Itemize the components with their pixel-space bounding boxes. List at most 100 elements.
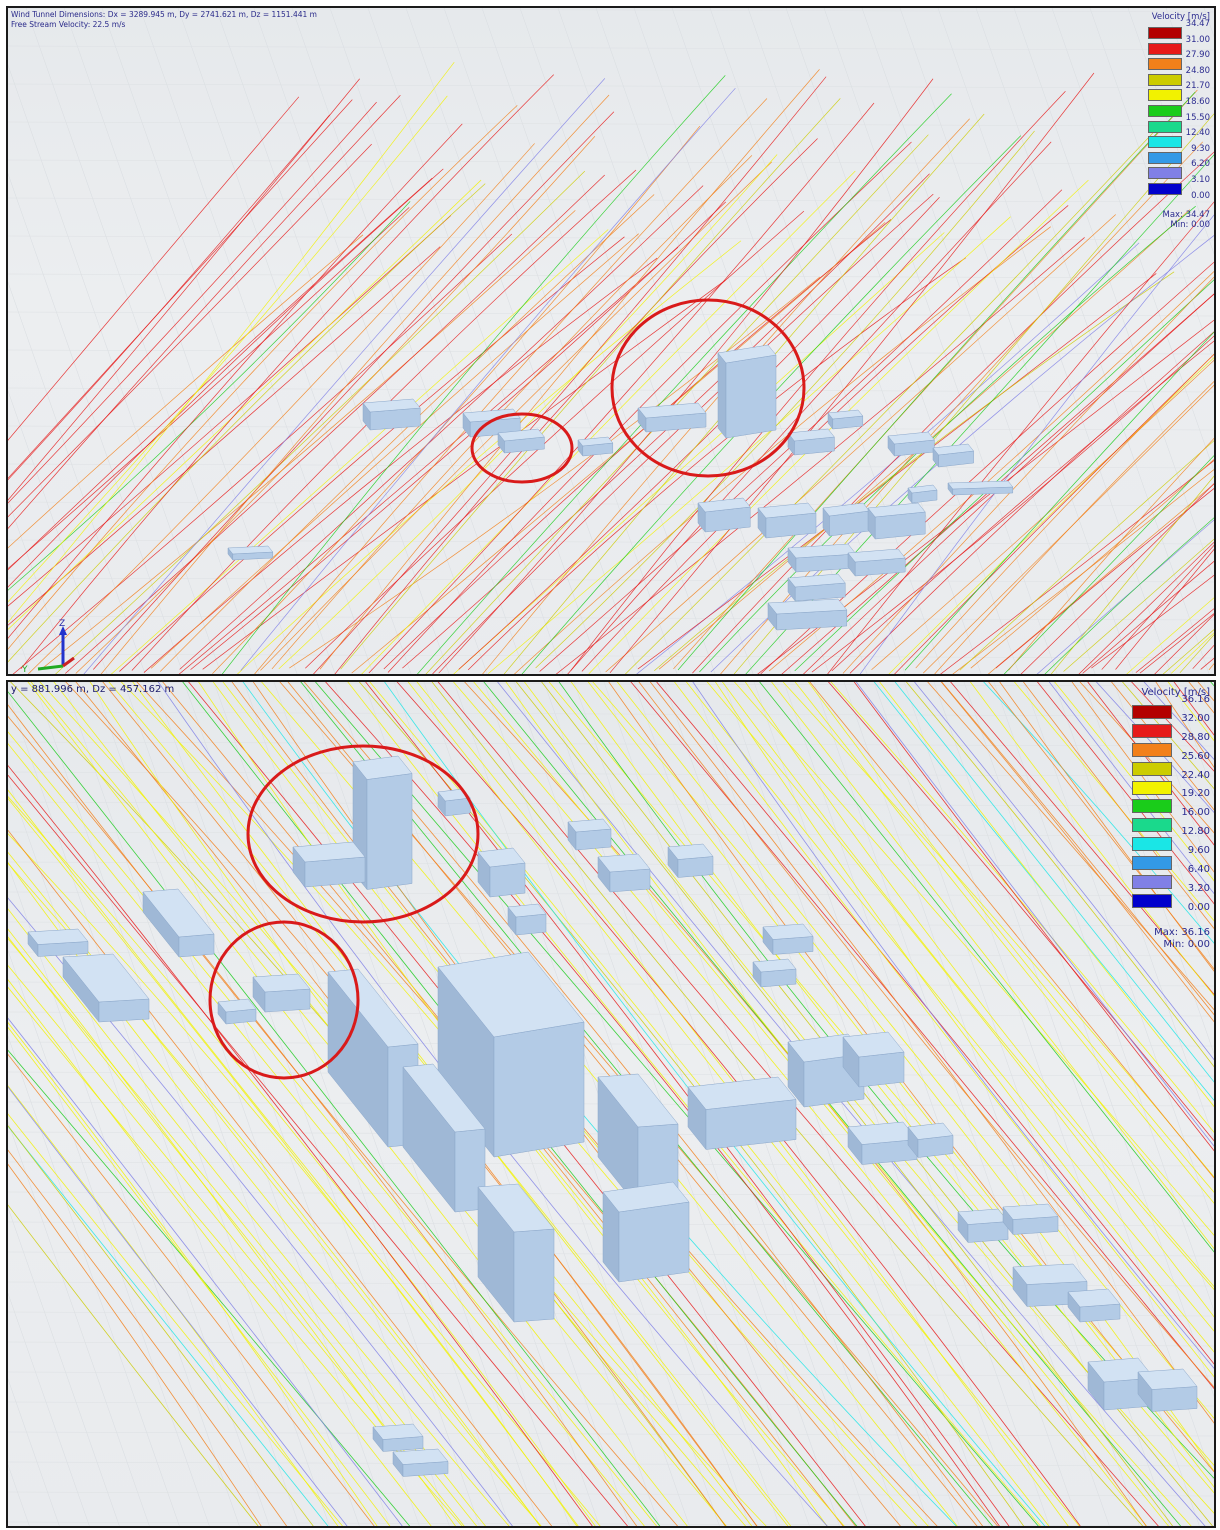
top-streamline-viewport[interactable]: Z Y	[8, 8, 1214, 674]
grid-line	[1089, 8, 1214, 364]
streamline	[914, 682, 1214, 1061]
grid-line	[8, 281, 146, 674]
streamline	[387, 141, 912, 673]
legend-color-swatch	[1132, 856, 1172, 871]
y-axis-arrow	[37, 664, 64, 671]
streamline	[1087, 682, 1214, 846]
streamline	[853, 682, 1214, 1152]
streamline	[969, 682, 1214, 997]
building-roof	[867, 502, 926, 518]
grid-line	[8, 1121, 150, 1526]
streamline	[570, 91, 1066, 671]
grid-line	[329, 8, 564, 674]
building-roof	[362, 398, 421, 413]
legend-color-swatch	[1148, 182, 1182, 195]
grid-line	[8, 653, 1214, 659]
building-roof	[907, 484, 938, 494]
streamline	[970, 459, 1214, 669]
grid-line	[8, 1292, 90, 1526]
streamline	[842, 276, 1214, 674]
streamline	[605, 214, 1116, 673]
legend-color-swatch	[1148, 120, 1182, 133]
legend-row: 28.80	[1130, 732, 1210, 757]
grid-line	[8, 1341, 1214, 1347]
building-roof	[947, 480, 1014, 490]
legend-min-label: Min:	[1170, 220, 1189, 231]
streamline	[8, 829, 553, 1526]
streamline	[905, 682, 1214, 1068]
streamline	[692, 682, 1214, 1369]
grid-line	[8, 801, 1214, 807]
streamline	[8, 861, 542, 1526]
highlight-circle-large	[246, 744, 480, 924]
grid-line	[8, 921, 1214, 927]
legend-row: 27.90	[1146, 50, 1210, 71]
grid-line	[8, 607, 32, 674]
building-roof	[497, 428, 545, 442]
streamline	[803, 293, 1214, 674]
bottom-streamline-viewport[interactable]	[8, 682, 1214, 1526]
grid-line	[153, 682, 450, 1526]
streamline	[150, 233, 639, 669]
legend-row: 12.80	[1130, 827, 1210, 852]
building-roof	[327, 968, 419, 1048]
top-3d-viewport-panel[interactable]: Z Y Wind Tunnel Dimensions: Dx = 3289.94…	[6, 6, 1216, 676]
highlight-circle-small	[470, 412, 574, 484]
streamline	[1050, 475, 1214, 674]
legend-row: 9.30	[1146, 144, 1210, 164]
grid-line	[8, 692, 300, 1526]
grid-line	[813, 682, 1110, 1526]
grid-line	[405, 8, 640, 674]
streamline	[1079, 682, 1214, 834]
grid-line	[8, 64, 222, 674]
streamline	[8, 246, 441, 626]
streamline	[8, 1053, 375, 1526]
streamline	[221, 75, 726, 674]
domain-dimensions-text: y = 881.996 m, Dz = 457.162 m	[11, 684, 175, 695]
bottom-3d-viewport-panel[interactable]: y = 881.996 m, Dz = 457.162 m Velocity […	[6, 680, 1216, 1528]
streamline	[794, 279, 1214, 672]
legend-row: 21.70	[1146, 81, 1210, 102]
streamline	[438, 78, 934, 674]
legend-tick-label: 3.20	[1187, 882, 1210, 894]
streamline	[879, 682, 1214, 1108]
building-front-face	[858, 1051, 905, 1088]
streamline	[8, 61, 455, 623]
streamline	[706, 682, 1214, 1318]
streamline	[983, 682, 1214, 944]
building-roof	[687, 1076, 797, 1110]
streamline	[830, 682, 1214, 1133]
legend-min-value: 0.00	[1191, 220, 1210, 231]
streamline	[8, 95, 448, 603]
grid-line	[8, 1035, 180, 1526]
streamline	[759, 682, 1214, 1253]
streamline	[202, 280, 726, 670]
streamline	[8, 183, 486, 663]
grid-line	[843, 682, 1140, 1526]
streamline	[8, 1163, 262, 1526]
streamline	[859, 214, 1214, 674]
building-front-face	[366, 773, 413, 890]
grid-line	[63, 682, 360, 1526]
legend-color-swatch	[1148, 73, 1182, 86]
legend-tick-label: 27.90	[1185, 50, 1210, 61]
streamline	[904, 331, 1214, 671]
building-roof	[372, 1423, 424, 1440]
grid-line	[8, 577, 1214, 583]
legend-scale: 36.16 32.00 28.80 25.60 22.40 19.20 16.00 12.80…	[1130, 695, 1210, 927]
streamline	[27, 143, 535, 674]
y-axis-label: Y	[21, 665, 28, 674]
streamline	[8, 938, 486, 1526]
grid-line	[8, 1041, 1214, 1047]
streamline	[8, 94, 401, 529]
building-roof	[227, 545, 274, 555]
legend-min-value: 0.00	[1187, 938, 1210, 950]
grid-line	[8, 121, 1214, 127]
legend-tick-label: 0.00	[1191, 190, 1210, 201]
streamline	[190, 201, 727, 670]
grid-line	[8, 390, 108, 674]
streamline	[1111, 682, 1214, 811]
axis-triad: Z Y	[21, 619, 75, 674]
streamlines-top	[8, 61, 1214, 674]
streamline	[685, 682, 1214, 1332]
